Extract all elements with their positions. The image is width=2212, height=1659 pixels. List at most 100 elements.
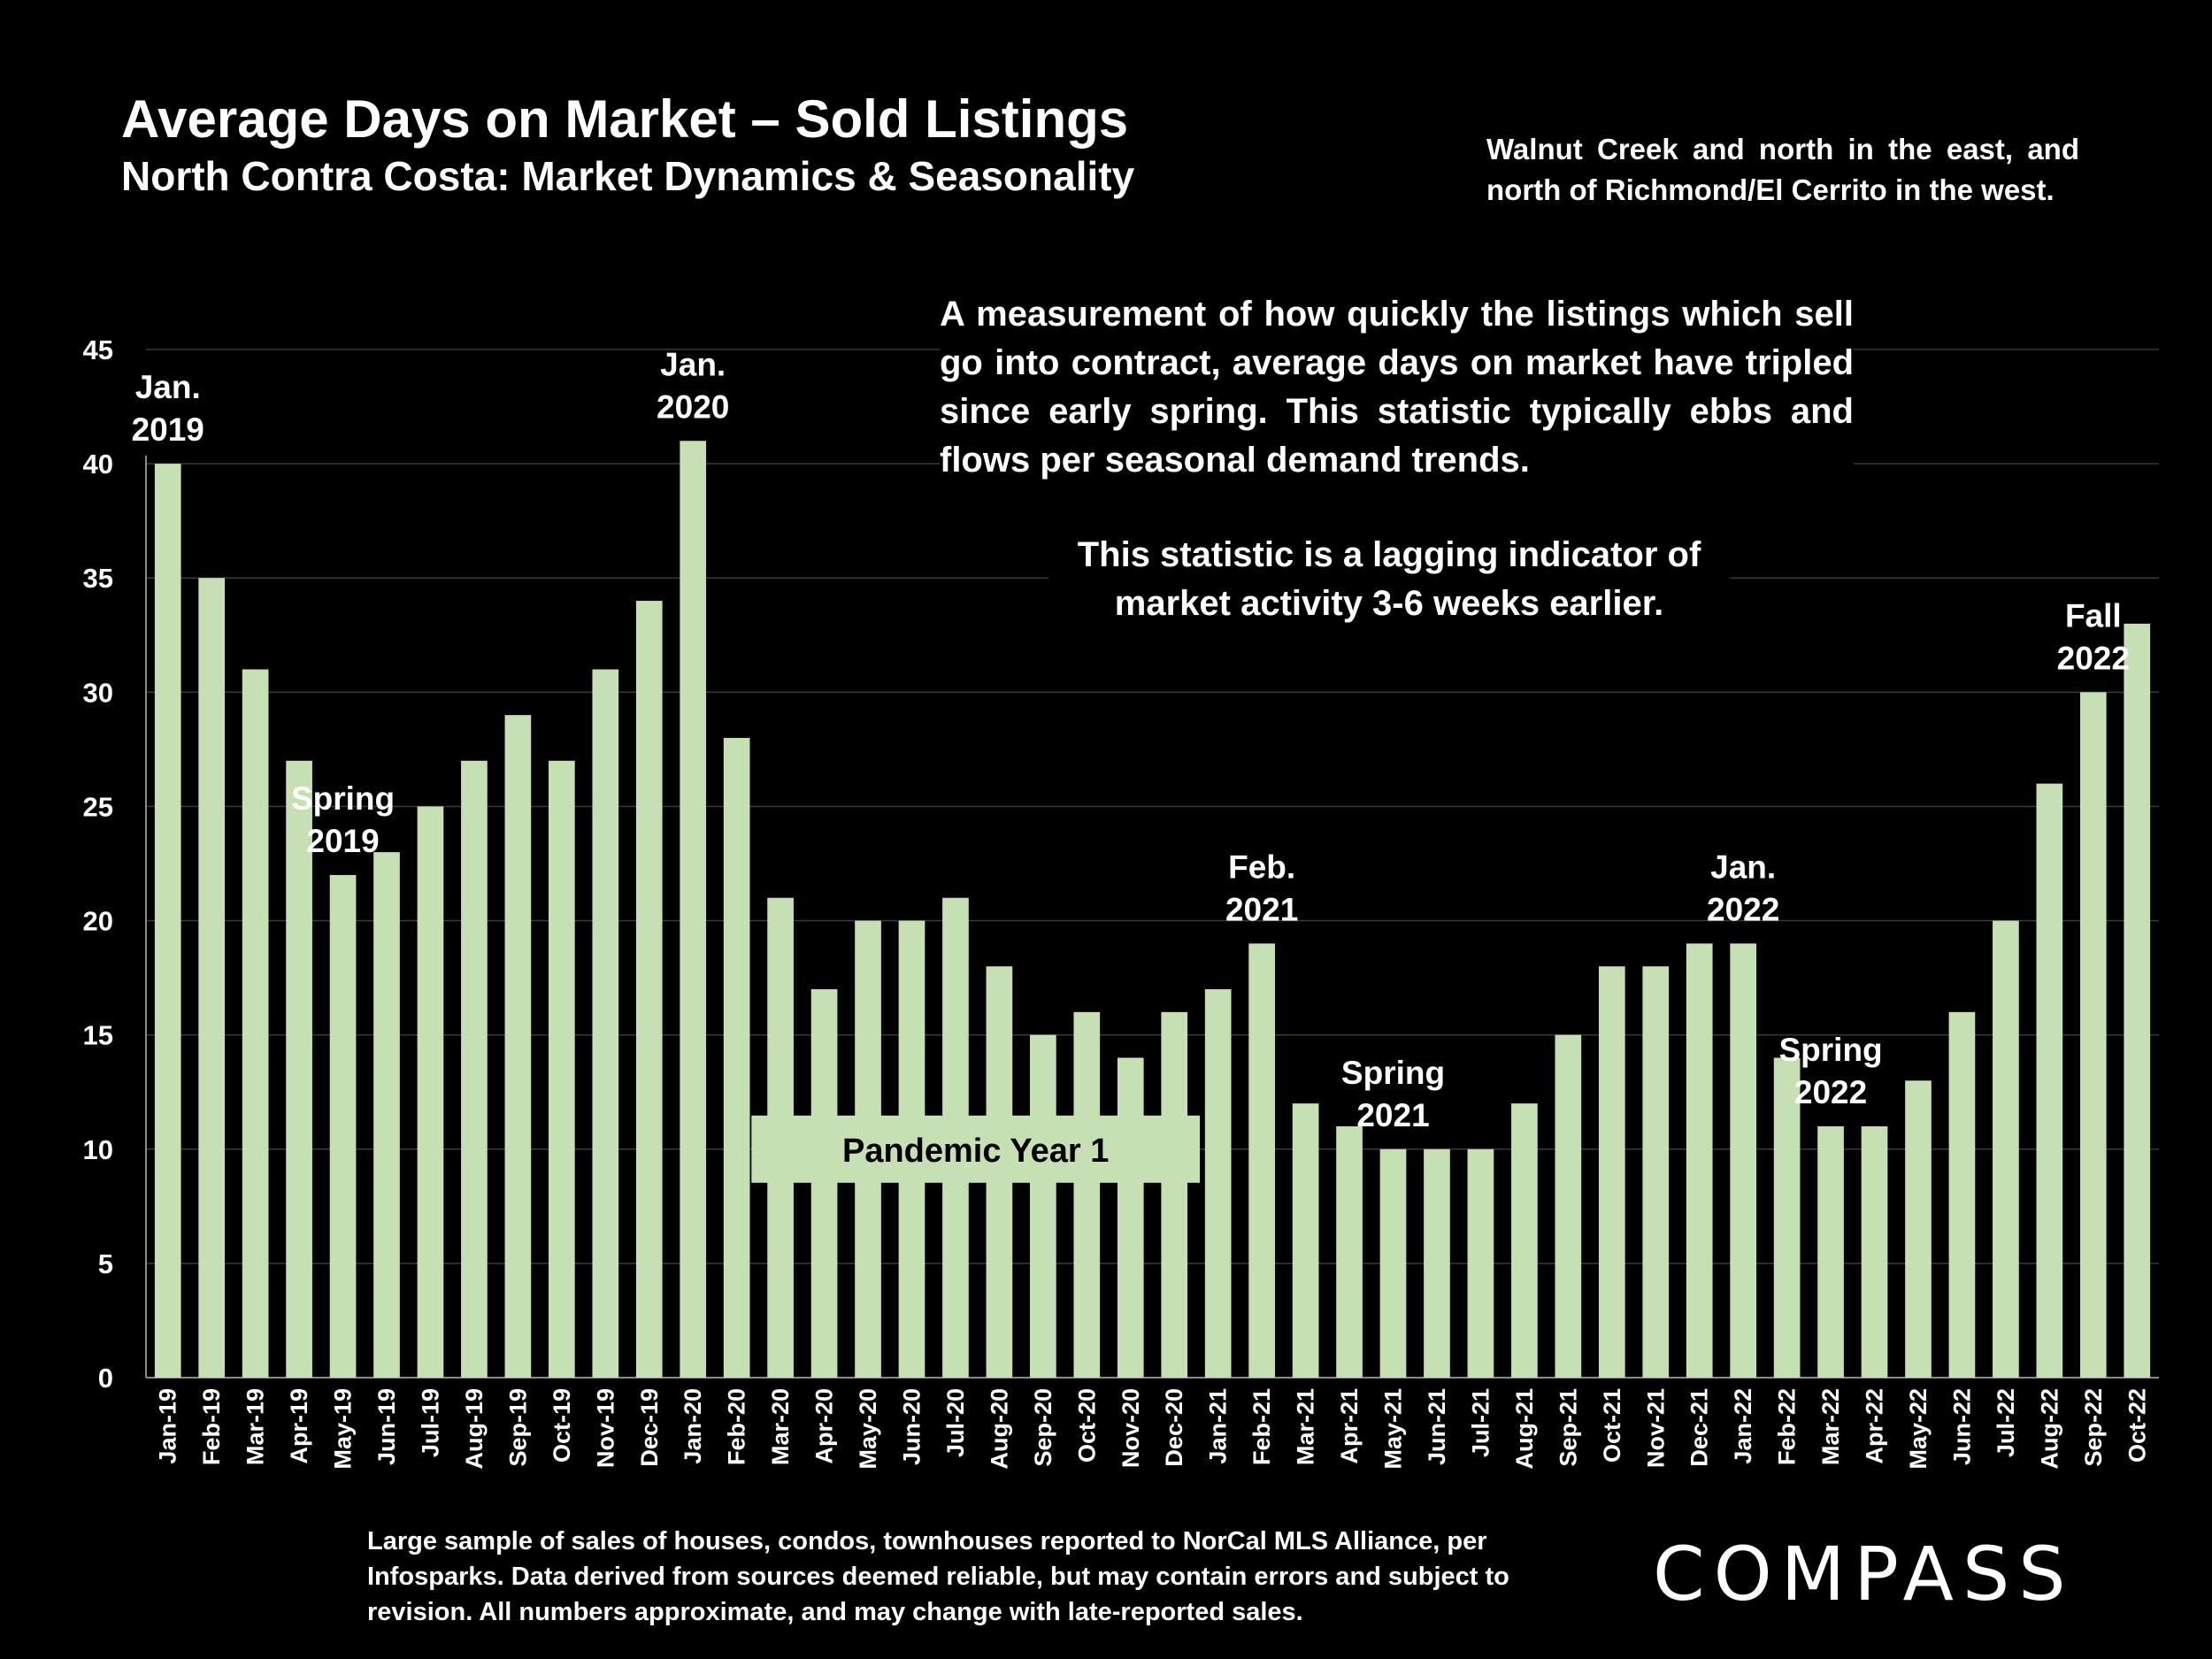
bar — [1948, 1011, 1976, 1378]
x-tick-label: Oct-19 — [549, 1388, 575, 1463]
bar — [1905, 1080, 1932, 1378]
bar — [373, 852, 400, 1378]
annotation-label: Fall — [2065, 597, 2122, 634]
x-tick-label: Jun-20 — [898, 1388, 925, 1465]
bar — [154, 464, 181, 1378]
bar — [1379, 1148, 1407, 1378]
annotation-label: 2019 — [306, 823, 379, 859]
annotation-label: 2021 — [1356, 1097, 1429, 1133]
compass-logo: COMPASS — [1653, 1531, 2075, 1617]
x-tick-label: Sep-20 — [1030, 1388, 1056, 1467]
y-tick-label: 20 — [83, 906, 113, 937]
bar — [1642, 966, 1670, 1378]
bar — [286, 760, 312, 1378]
bar — [1117, 1057, 1144, 1378]
x-tick-label: Jan-22 — [1730, 1388, 1756, 1464]
annotation-label: 2020 — [657, 388, 729, 425]
bar — [329, 874, 357, 1378]
annotation-label: 2021 — [1225, 891, 1298, 927]
bar — [1555, 1034, 1582, 1378]
x-tick-label: Oct-21 — [1599, 1388, 1625, 1463]
x-tick-label: Nov-19 — [592, 1388, 618, 1468]
annotation-label: 2022 — [2057, 640, 2130, 676]
bar — [1598, 966, 1625, 1378]
x-tick-label: Feb-22 — [1774, 1388, 1801, 1465]
bar-chart: 0 5 10 15 20 25 30 35 40 45 Jan-19 Feb-19 Mar-19 Apr-… — [83, 334, 2159, 1470]
x-tick-label: Mar-22 — [1817, 1388, 1844, 1465]
x-tick-label: Sep-22 — [2080, 1388, 2107, 1467]
x-tick-label: Apr-21 — [1336, 1388, 1363, 1464]
bar — [1292, 1103, 1319, 1378]
annotation-label: 2022 — [1707, 891, 1779, 927]
x-tick-label: Jun-21 — [1424, 1388, 1450, 1465]
bar — [198, 578, 226, 1378]
bar — [1993, 920, 2019, 1378]
annotation-label: Spring — [1778, 1032, 1882, 1068]
y-tick-label: 35 — [83, 563, 113, 594]
y-tick-label: 0 — [98, 1363, 113, 1394]
x-tick-label: Jan-20 — [680, 1388, 706, 1464]
bar — [417, 806, 444, 1378]
bar — [1424, 1148, 1450, 1378]
x-tick-label: Dec-19 — [636, 1388, 663, 1467]
x-tick-label: May-21 — [1380, 1388, 1407, 1470]
x-tick-label: Mar-20 — [767, 1388, 794, 1465]
annotation-label: Feb. — [1228, 849, 1295, 885]
x-tick-label: Aug-21 — [1511, 1388, 1538, 1470]
x-tick-label: Jul-22 — [1993, 1388, 2019, 1457]
x-tick-label: Dec-20 — [1161, 1388, 1187, 1467]
x-tick-label: May-20 — [855, 1388, 881, 1470]
y-tick-label: 10 — [83, 1134, 113, 1165]
bar — [1336, 1125, 1363, 1378]
bar — [723, 737, 750, 1378]
lagging-indicator-note: This statistic is a lagging indicator of… — [1048, 531, 1730, 628]
y-tick-label: 40 — [83, 449, 113, 480]
bar — [680, 441, 707, 1379]
x-tick-label: Jan-19 — [155, 1388, 181, 1464]
bar — [2124, 623, 2151, 1378]
x-tick-label: Jul-21 — [1467, 1388, 1494, 1457]
x-tick-label: Jun-19 — [373, 1388, 400, 1465]
x-tick-label: Feb-19 — [198, 1388, 225, 1465]
period-label-box — [751, 1115, 1201, 1183]
x-tick-label: Jul-19 — [417, 1388, 443, 1457]
bar — [242, 669, 269, 1378]
y-tick-label: 25 — [83, 791, 113, 822]
bar — [1861, 1125, 1888, 1378]
annotation-label: Jan. — [135, 369, 201, 405]
y-tick-label: 5 — [98, 1248, 113, 1279]
x-tick-label: Sep-21 — [1555, 1388, 1581, 1467]
x-tick-label: Mar-21 — [1293, 1388, 1319, 1465]
bar — [549, 760, 575, 1378]
x-tick-label: Jul-20 — [942, 1388, 969, 1457]
bar — [1686, 943, 1713, 1378]
bar — [592, 669, 619, 1378]
source-footnote: Large sample of sales of houses, condos,… — [367, 1527, 1509, 1626]
x-tick-label: Oct-22 — [2124, 1388, 2150, 1463]
x-tick-label: Dec-21 — [1686, 1388, 1713, 1467]
chart-subtitle: North Contra Costa: Market Dynamics & Se… — [121, 153, 1135, 199]
x-tick-label: Nov-21 — [1642, 1388, 1669, 1468]
x-tick-label: Sep-19 — [504, 1388, 531, 1467]
region-note: Walnut Creek and north in the east, and … — [1486, 133, 2079, 206]
bar — [1773, 1057, 1801, 1378]
bar — [2079, 692, 2107, 1378]
x-tick-label: May-22 — [1905, 1388, 1932, 1470]
bar — [2036, 783, 2063, 1378]
bar — [1073, 1011, 1101, 1378]
bar — [635, 601, 663, 1378]
x-tick-label: Jun-22 — [1948, 1388, 1975, 1465]
bar — [1030, 1034, 1056, 1378]
bar — [461, 760, 488, 1378]
annotation-label: Jan. — [1710, 849, 1776, 885]
x-tick-label: Aug-20 — [986, 1388, 1012, 1470]
bar — [1511, 1103, 1538, 1378]
x-tick-label: Apr-19 — [286, 1388, 312, 1464]
y-tick-label: 45 — [83, 334, 113, 365]
x-tick-label: Apr-22 — [1862, 1388, 1888, 1464]
bar — [1730, 943, 1756, 1378]
bar — [810, 989, 838, 1378]
annotation-label: Spring — [1341, 1055, 1445, 1091]
annotation-label: 2019 — [132, 411, 204, 448]
x-tick-label: Aug-19 — [461, 1388, 488, 1470]
